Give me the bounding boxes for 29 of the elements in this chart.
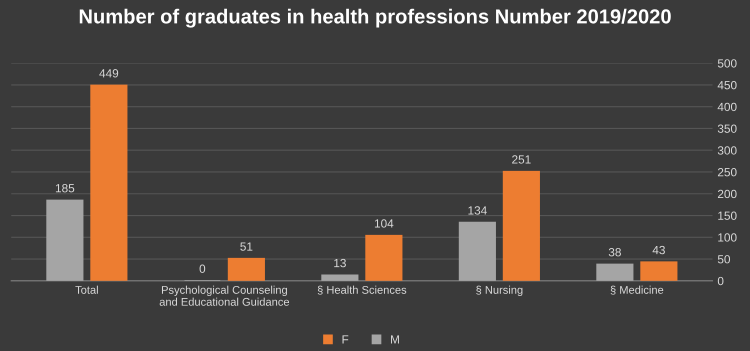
chart-title: Number of graduates in health professions Number 2019/2020 (80, 8, 671, 28)
y-tick-label: 50 (718, 255, 730, 264)
legend-label: F (342, 335, 348, 344)
y-tick-label: 500 (718, 59, 737, 68)
y-tick-label: 250 (718, 168, 737, 176)
data-label: 43 (652, 246, 665, 254)
legend-label: M (391, 335, 399, 344)
y-tick-label: 0 (718, 276, 724, 286)
y-tick-label: 350 (718, 124, 737, 133)
data-label: 251 (512, 155, 531, 164)
x-tick-label: Total (75, 286, 98, 294)
y-tick-label: 200 (718, 190, 737, 198)
y-tick-label: 400 (718, 102, 737, 112)
y-tick-label: 100 (718, 233, 737, 242)
data-label: 51 (240, 242, 252, 251)
data-label: 38 (608, 248, 621, 256)
y-tick-label: 300 (718, 146, 737, 155)
x-tick-label: § Health Sciences (318, 286, 406, 295)
data-label: 0 (200, 264, 206, 273)
data-label: 104 (374, 219, 394, 228)
x-tick-label: Psychological Counseling and Educational Guidance (160, 286, 290, 306)
data-label: 185 (56, 184, 74, 192)
y-tick-label: 450 (718, 80, 737, 90)
x-tick-label: § Nursing (476, 286, 522, 296)
data-label: 134 (468, 206, 487, 215)
x-tick-label: § Medicine (610, 286, 664, 295)
data-label: 449 (99, 69, 118, 78)
y-tick-label: 150 (718, 212, 737, 220)
data-label: 13 (334, 258, 346, 268)
